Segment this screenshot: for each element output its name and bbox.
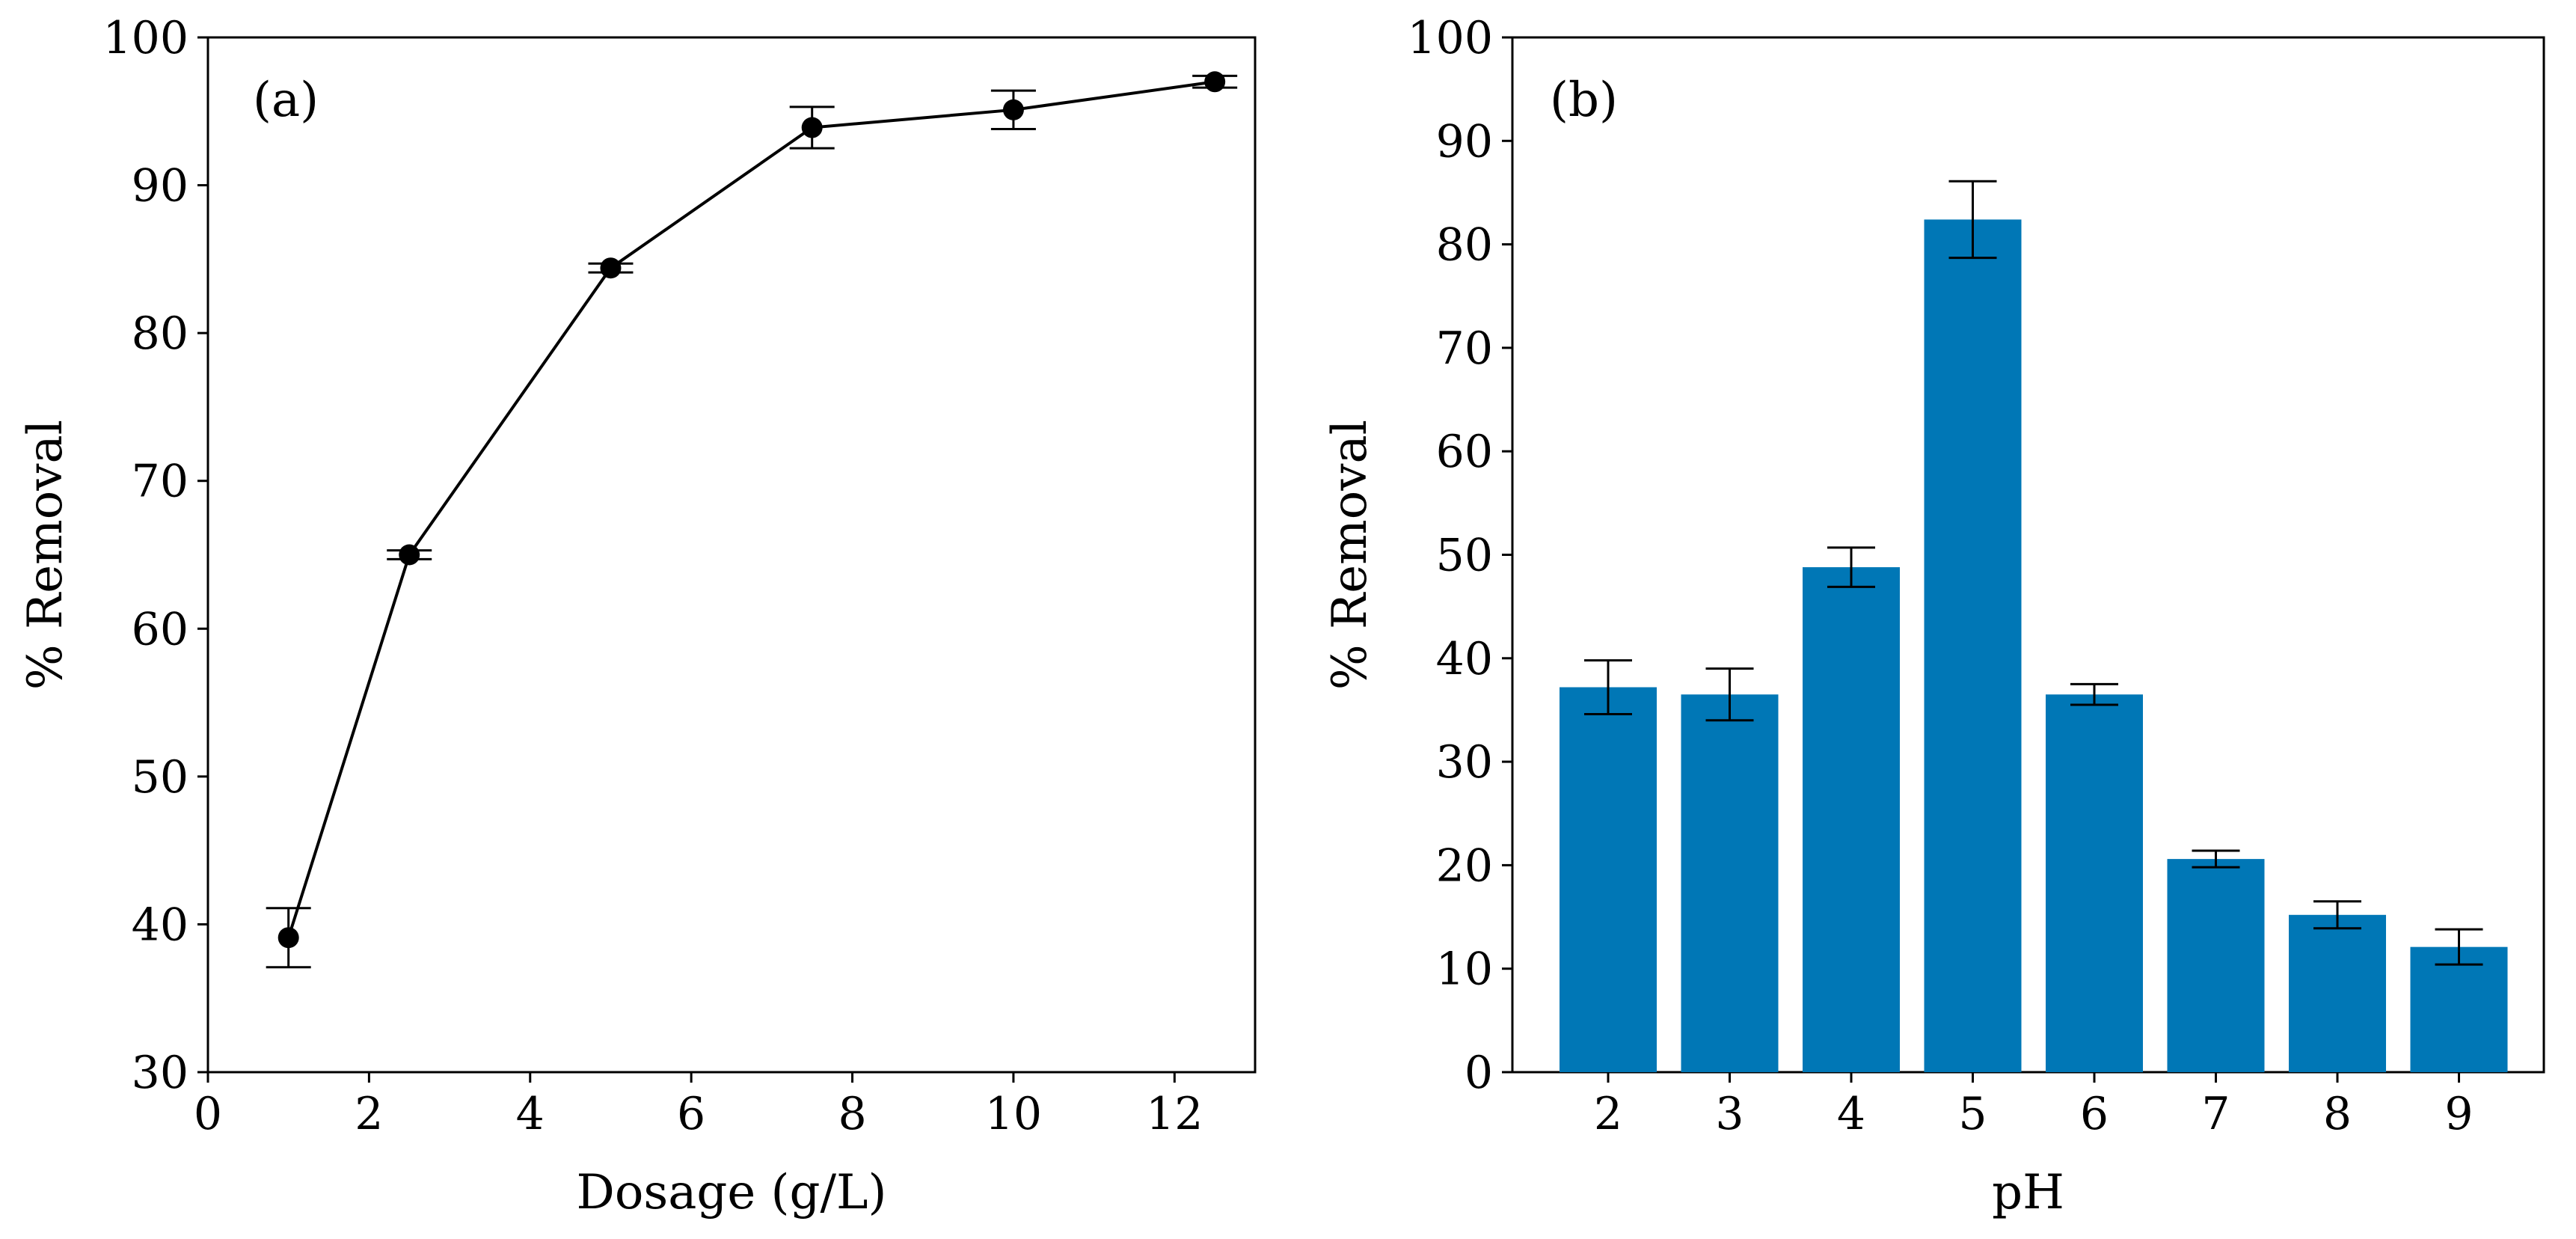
x-tick-label-a: 8 bbox=[838, 1088, 866, 1140]
y-axis-label-a: % Removal bbox=[18, 420, 73, 690]
x-tick-label-a: 2 bbox=[355, 1088, 383, 1140]
y-tick-label-b: 80 bbox=[1436, 219, 1493, 272]
y-axis-label-b: % Removal bbox=[1322, 420, 1378, 690]
bar-b bbox=[2046, 694, 2143, 1072]
x-tick-label-b: 8 bbox=[2323, 1088, 2352, 1140]
bar-b bbox=[2410, 946, 2508, 1072]
x-tick-label-b: 7 bbox=[2201, 1088, 2230, 1140]
bar-b bbox=[1924, 219, 2022, 1073]
bar-b bbox=[1803, 567, 1900, 1072]
bar-b bbox=[1560, 687, 1657, 1072]
y-tick-label-b: 10 bbox=[1436, 943, 1493, 996]
x-tick-label-a: 6 bbox=[677, 1088, 705, 1140]
data-point-a bbox=[1002, 99, 1024, 120]
y-tick-label-b: 60 bbox=[1436, 426, 1493, 478]
data-point-a bbox=[1204, 71, 1226, 93]
x-tick-label-a: 0 bbox=[194, 1088, 222, 1140]
y-tick-label-b: 0 bbox=[1465, 1047, 1493, 1099]
y-tick-label-b: 70 bbox=[1436, 322, 1493, 375]
x-tick-label-b: 6 bbox=[2080, 1088, 2109, 1140]
y-tick-label-b: 20 bbox=[1436, 839, 1493, 892]
panel-label-a: (a) bbox=[253, 73, 319, 128]
bar-b bbox=[2167, 859, 2265, 1072]
series-line-a bbox=[286, 80, 1215, 938]
bar-b bbox=[2289, 914, 2386, 1072]
plot-area-b bbox=[1511, 36, 2545, 1074]
bar-b bbox=[1681, 694, 1779, 1072]
x-tick-label-a: 12 bbox=[1146, 1088, 1203, 1140]
y-tick-label-a: 80 bbox=[132, 308, 188, 360]
panel-label-b: (b) bbox=[1550, 73, 1618, 128]
y-tick-label-b: 100 bbox=[1407, 12, 1493, 64]
x-tick-label-b: 3 bbox=[1715, 1088, 1744, 1140]
y-tick-label-a: 60 bbox=[132, 603, 188, 655]
x-tick-label-a: 10 bbox=[985, 1088, 1042, 1140]
x-tick-label-b: 5 bbox=[1958, 1088, 1987, 1140]
x-axis-label-b: pH bbox=[1992, 1165, 2064, 1220]
y-tick-label-b: 30 bbox=[1436, 736, 1493, 789]
data-point-a bbox=[277, 927, 299, 949]
x-tick-label-a: 4 bbox=[516, 1088, 545, 1140]
y-tick-label-b: 40 bbox=[1436, 633, 1493, 685]
y-tick-label-a: 100 bbox=[102, 12, 188, 64]
panel-a-chart: 0 2 4 6 8 10 12 30 40 50 60 70 80 90 100 Dosage (g/L) % … bbox=[18, 12, 1257, 1220]
plot-area-a bbox=[206, 36, 1257, 1074]
y-tick-label-a: 40 bbox=[132, 899, 188, 951]
y-tick-label-b: 90 bbox=[1436, 115, 1493, 168]
x-tick-label-b: 9 bbox=[2444, 1088, 2473, 1140]
y-tick-label-a: 30 bbox=[132, 1047, 188, 1099]
x-tick-label-b: 4 bbox=[1837, 1088, 1865, 1140]
y-tick-label-a: 70 bbox=[132, 456, 188, 508]
y-tick-label-a: 90 bbox=[132, 160, 188, 212]
x-tick-label-b: 2 bbox=[1594, 1088, 1622, 1140]
y-tick-label-a: 50 bbox=[132, 751, 188, 804]
panel-b-chart: 0 10 20 30 40 50 60 70 80 90 100 2 3 4 5 6 7 8 9 pH % Remova… bbox=[1322, 12, 2545, 1220]
data-point-a bbox=[399, 544, 420, 566]
data-point-a bbox=[801, 117, 823, 138]
data-point-a bbox=[600, 257, 622, 279]
x-axis-label-a: Dosage (g/L) bbox=[577, 1165, 887, 1220]
y-tick-label-b: 50 bbox=[1436, 530, 1493, 582]
